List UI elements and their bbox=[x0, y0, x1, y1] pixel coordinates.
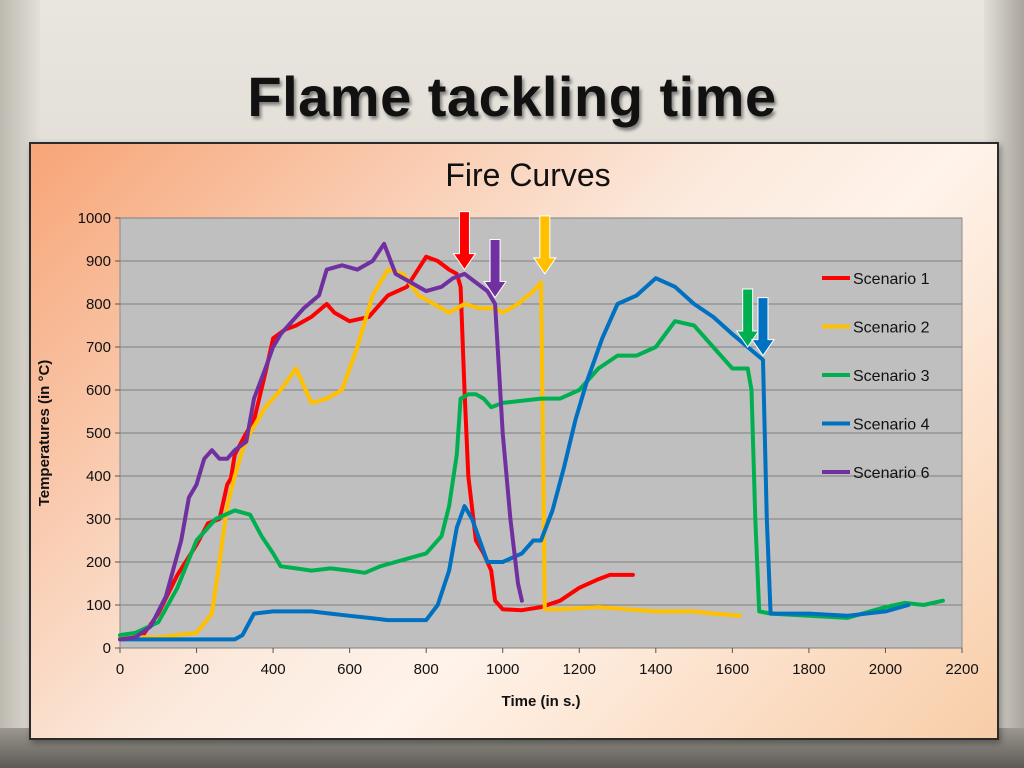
legend-entry-label: Scenario 6 bbox=[853, 465, 930, 482]
annotation-arrow-5 bbox=[751, 297, 775, 357]
x-tick-label: 400 bbox=[261, 661, 286, 678]
x-tick-label: 200 bbox=[184, 661, 209, 678]
annotation-arrow-3 bbox=[532, 215, 557, 275]
series-line-5 bbox=[118, 241, 524, 642]
legend-entry-label: Scenario 3 bbox=[853, 368, 930, 385]
legend-entry-label: Scenario 2 bbox=[853, 320, 930, 337]
x-tick-label: 1400 bbox=[639, 661, 672, 678]
y-axis-label: Temperatures (in °C) bbox=[36, 360, 53, 507]
x-tick-label: 1800 bbox=[792, 661, 825, 678]
y-tick-label: 800 bbox=[86, 296, 111, 313]
y-tick-label: 1000 bbox=[78, 210, 111, 227]
series-line-4 bbox=[118, 276, 911, 642]
series-lines bbox=[118, 241, 945, 642]
slide-title: Flame tackling time bbox=[247, 65, 777, 128]
legend: Scenario 1 Scenario 2 Scenario 3 Scenario 4… bbox=[822, 271, 930, 482]
x-tick-label: 0 bbox=[116, 661, 124, 678]
y-tick-label: 0 bbox=[103, 640, 111, 657]
x-tick-label: 2000 bbox=[869, 661, 902, 678]
y-tick-label: 700 bbox=[86, 339, 111, 356]
y-tick-label: 100 bbox=[86, 597, 111, 614]
y-axis-ticks: 0 100 200 300 400 500 600 700 800 900 1000 bbox=[78, 210, 120, 657]
x-tick-label: 2200 bbox=[945, 661, 978, 678]
legend-entry-label: Scenario 1 bbox=[853, 271, 930, 288]
x-axis-ticks: 0 200 400 600 800 1000 1200 1400 1600 1800 2000 220… bbox=[116, 648, 979, 678]
legend-entry-label: Scenario 4 bbox=[853, 417, 930, 434]
annotation-arrows bbox=[452, 211, 775, 357]
y-tick-label: 500 bbox=[86, 425, 111, 442]
x-axis-label: Time (in s.) bbox=[502, 693, 581, 710]
series-line-1 bbox=[118, 254, 635, 640]
x-tick-label: 1000 bbox=[486, 661, 519, 678]
chart-title: Fire Curves bbox=[445, 157, 610, 193]
x-tick-label: 1200 bbox=[563, 661, 596, 678]
y-tick-label: 400 bbox=[86, 468, 111, 485]
y-tick-label: 300 bbox=[86, 511, 111, 528]
y-tick-label: 900 bbox=[86, 253, 111, 270]
series-line-2 bbox=[118, 267, 742, 640]
annotation-arrow-4 bbox=[735, 288, 760, 348]
x-tick-label: 800 bbox=[414, 661, 439, 678]
x-tick-label: 600 bbox=[337, 661, 362, 678]
y-tick-label: 200 bbox=[86, 554, 111, 571]
x-tick-label: 1600 bbox=[716, 661, 749, 678]
annotation-arrow-1 bbox=[452, 211, 477, 271]
annotation-arrow-2 bbox=[483, 239, 508, 299]
series-line-3 bbox=[118, 319, 945, 638]
fire-curves-chart: Fire Curves 0 100 200 300 400 500 600 700 800 900… bbox=[36, 157, 979, 710]
chart-frame: Fire Curves 0 100 200 300 400 500 600 700 800 900… bbox=[29, 142, 999, 740]
y-tick-label: 600 bbox=[86, 382, 111, 399]
